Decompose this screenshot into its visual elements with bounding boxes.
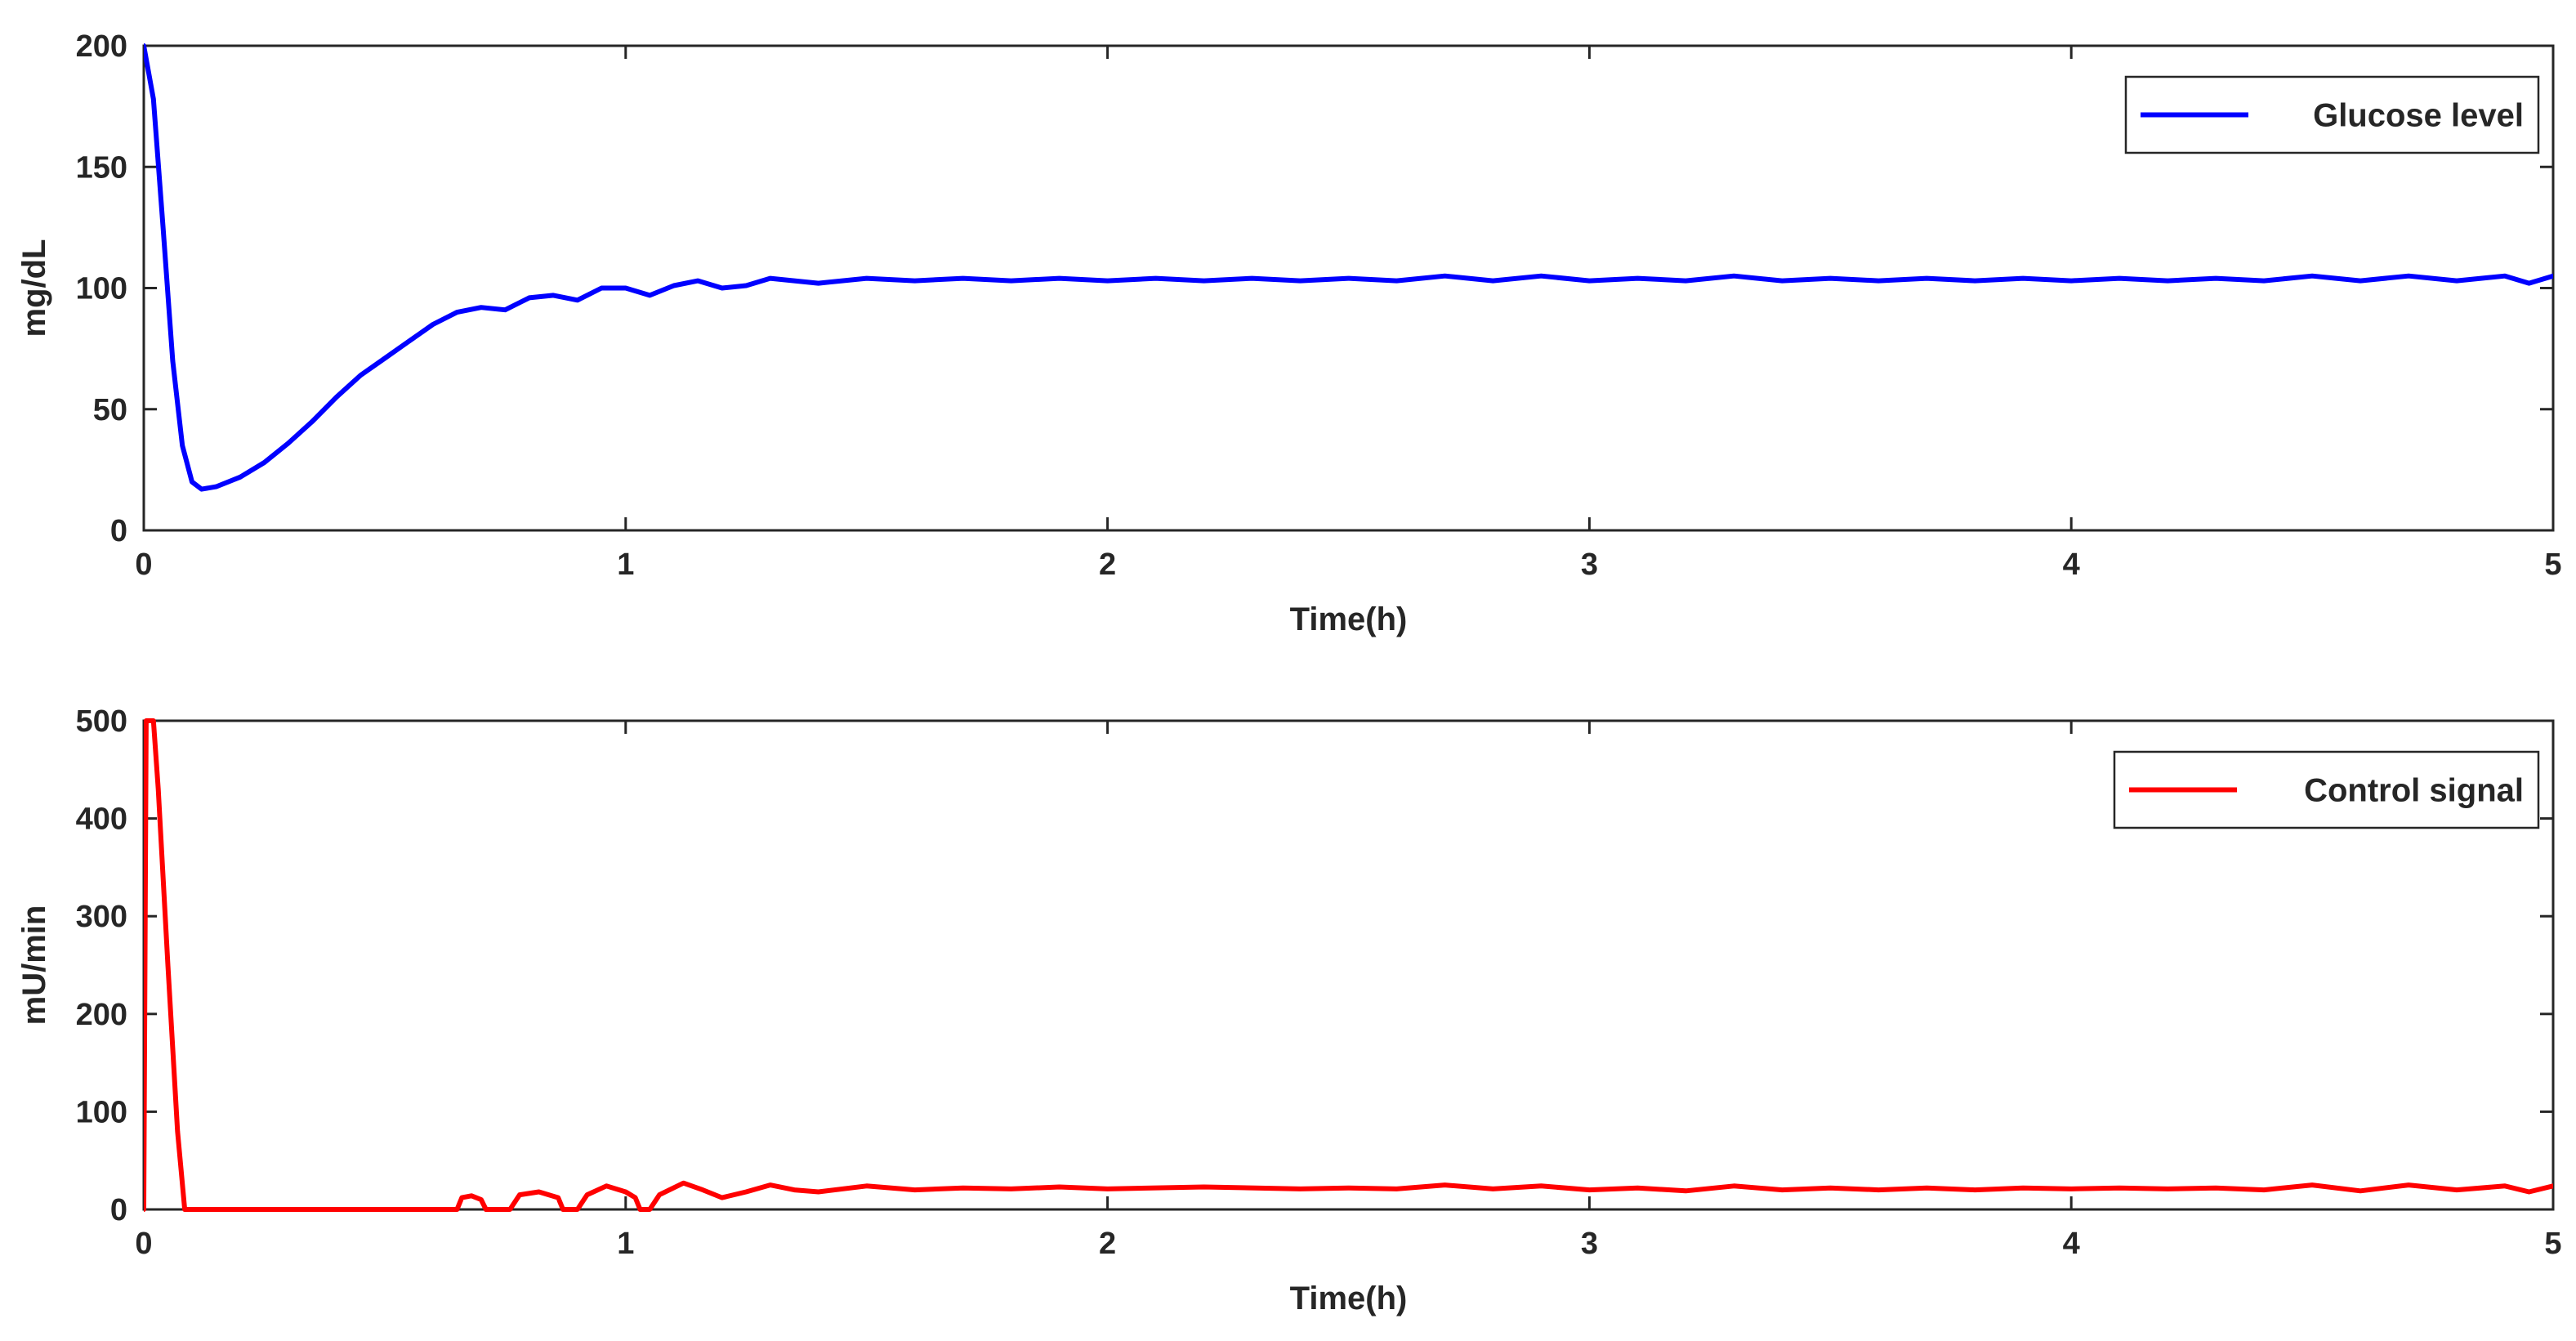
control-x-tick-label: 1 <box>617 1227 634 1261</box>
glucose-x-axis-label: Time(h) <box>1290 601 1408 637</box>
glucose-y-tick-label: 50 <box>93 393 127 427</box>
control-y-tick-label: 300 <box>76 900 127 934</box>
control-y-tick-label: 200 <box>76 998 127 1032</box>
glucose-legend-label: Glucose level <box>2313 98 2524 134</box>
control-series-layer <box>144 718 2553 1212</box>
glucose-x-tick-label: 0 <box>135 548 152 582</box>
glucose-series-line <box>144 43 2553 492</box>
control-y-tick-label: 500 <box>76 704 127 739</box>
control-panel: 0 1 2 3 4 5 0 100 200 300 400 500 Time(h) mU/min C… <box>16 704 2562 1316</box>
glucose-legend: Glucose level <box>2124 75 2540 154</box>
control-x-tick-label: 5 <box>2544 1227 2561 1261</box>
control-x-axis-label: Time(h) <box>1290 1281 1408 1316</box>
control-legend-label: Control signal <box>2304 773 2524 809</box>
glucose-x-tick-label: 1 <box>617 548 634 582</box>
glucose-y-tick-label: 150 <box>76 150 127 185</box>
glucose-x-tick-labels: 0 1 2 3 4 5 <box>135 548 2561 582</box>
glucose-panel: 0 1 2 3 4 5 0 50 100 150 200 Time(h) mg/dL Glucos… <box>16 29 2562 637</box>
control-series-line <box>144 718 2553 1212</box>
glucose-y-tick-label: 200 <box>76 29 127 64</box>
glucose-y-tick-labels: 0 50 100 150 200 <box>76 29 127 548</box>
glucose-x-tick-label: 3 <box>1581 548 1598 582</box>
control-y-tick-labels: 0 100 200 300 400 500 <box>76 704 127 1227</box>
control-y-tick-label: 400 <box>76 802 127 837</box>
control-legend: Control signal <box>2113 750 2540 829</box>
glucose-x-tick-label: 4 <box>2063 548 2080 582</box>
control-x-tick-labels: 0 1 2 3 4 5 <box>135 1227 2561 1261</box>
glucose-y-axis-label: mg/dL <box>16 239 52 337</box>
control-y-tick-label: 100 <box>76 1095 127 1129</box>
glucose-x-tick-label: 5 <box>2544 548 2561 582</box>
glucose-tick-marks <box>142 44 2555 532</box>
control-x-tick-label: 3 <box>1581 1227 1598 1261</box>
control-x-tick-label: 0 <box>135 1227 152 1261</box>
glucose-y-tick-label: 0 <box>110 514 127 548</box>
control-y-axis-label: mU/min <box>16 905 52 1026</box>
control-y-tick-label: 0 <box>110 1193 127 1227</box>
glucose-series-layer <box>144 43 2553 492</box>
control-x-tick-label: 4 <box>2063 1227 2080 1261</box>
control-x-tick-label: 2 <box>1099 1227 1116 1261</box>
glucose-x-tick-label: 2 <box>1099 548 1116 582</box>
glucose-y-tick-label: 100 <box>76 272 127 306</box>
